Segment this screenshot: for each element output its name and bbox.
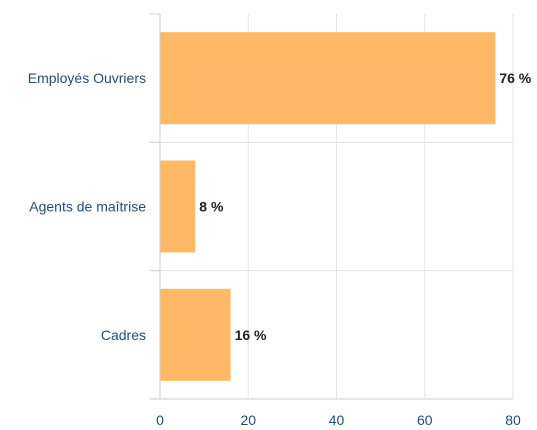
- data-label: 8 %: [199, 199, 224, 215]
- bars: [160, 32, 496, 381]
- category-label: Employés Ouvriers: [28, 70, 146, 86]
- category-label: Agents de maîtrise: [29, 199, 146, 215]
- category-label: Cadres: [101, 327, 146, 343]
- x-tick-label: 60: [417, 412, 433, 428]
- x-tick-label: 40: [329, 412, 345, 428]
- axes: [150, 13, 513, 400]
- data-label: 76 %: [499, 70, 531, 86]
- x-tick-label: 0: [156, 412, 164, 428]
- x-tick-label: 20: [240, 412, 256, 428]
- bar: [160, 288, 231, 381]
- labels: 76 % Employés Ouvriers 8 % Agents de maîtri…: [28, 70, 532, 428]
- data-label: 16 %: [235, 327, 267, 343]
- bar: [160, 32, 496, 125]
- bar: [160, 160, 196, 253]
- x-tick-label: 80: [505, 412, 521, 428]
